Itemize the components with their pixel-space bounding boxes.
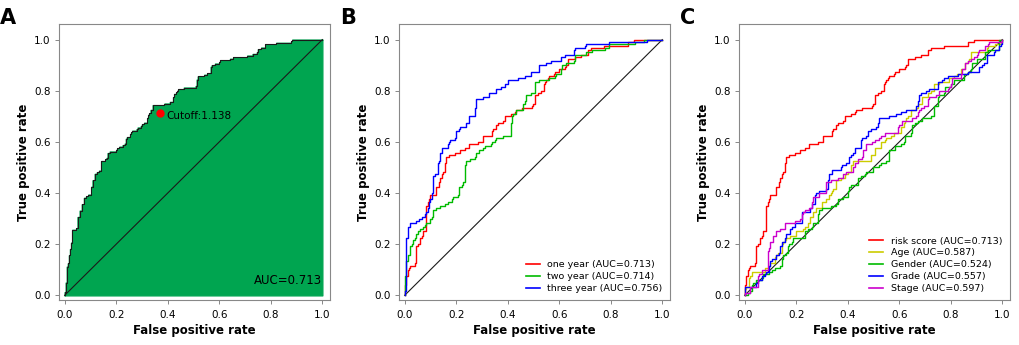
X-axis label: False positive rate: False positive rate — [133, 324, 256, 337]
Text: AUC=0.713: AUC=0.713 — [254, 274, 322, 287]
Text: C: C — [680, 8, 695, 28]
Legend: one year (AUC=0.713), two year (AUC=0.714), three year (AUC=0.756): one year (AUC=0.713), two year (AUC=0.71… — [522, 257, 664, 296]
Y-axis label: True positive rate: True positive rate — [696, 104, 709, 221]
X-axis label: False positive rate: False positive rate — [813, 324, 935, 337]
Y-axis label: True positive rate: True positive rate — [357, 104, 370, 221]
Legend: risk score (AUC=0.713), Age (AUC=0.587), Gender (AUC=0.524), Grade (AUC=0.557), : risk score (AUC=0.713), Age (AUC=0.587),… — [865, 234, 1005, 296]
Text: A: A — [0, 8, 16, 28]
X-axis label: False positive rate: False positive rate — [473, 324, 595, 337]
Y-axis label: True positive rate: True positive rate — [16, 104, 30, 221]
Text: Cutoff:1.138: Cutoff:1.138 — [166, 111, 231, 121]
Text: B: B — [339, 8, 356, 28]
